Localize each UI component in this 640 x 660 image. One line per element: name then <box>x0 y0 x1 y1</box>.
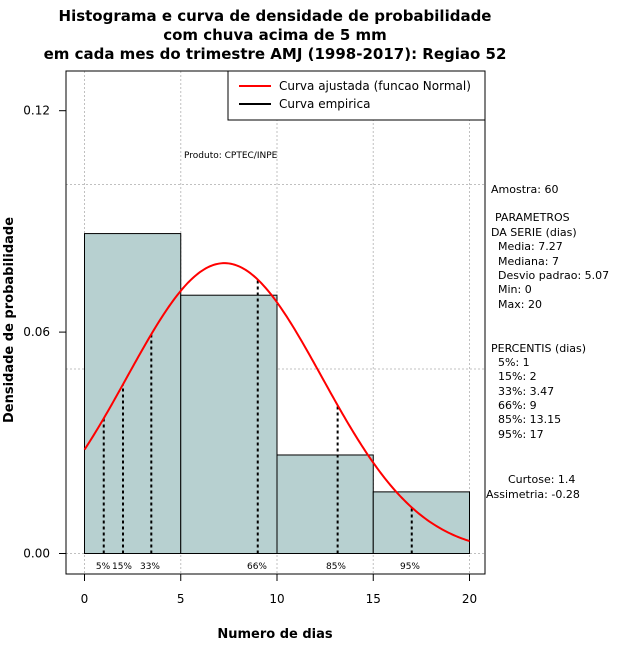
percentile-label-3: 66% <box>247 562 267 572</box>
chart-title-line-3: em cada mes do trimestre AMJ (1998-2017)… <box>44 45 507 63</box>
percentile-label-4: 85% <box>326 562 346 572</box>
chart-title-line-1: Histograma e curva de densidade de proba… <box>59 7 492 25</box>
histogram-bar-2 <box>276 454 374 554</box>
product-label: Produto: CPTEC/INPE <box>184 151 278 161</box>
sample-size: Amostra: 60 <box>491 183 558 196</box>
x-tick-label-4: 20 <box>462 592 477 606</box>
percentil-95: 95%: 17 <box>498 428 544 441</box>
assimetria: Assimetria: -0.28 <box>486 488 580 501</box>
percentil-33: 33%: 3.47 <box>498 385 554 398</box>
percentil-85: 85%: 13.15 <box>498 413 561 426</box>
percentil-5: 5%: 1 <box>498 356 530 369</box>
params-title-1: PARAMETROS <box>495 211 570 224</box>
legend-label-fit: Curva ajustada (funcao Normal) <box>279 79 471 93</box>
percentil-15: 15%: 2 <box>498 370 537 383</box>
y-axis-title: Densidade de probabilidade <box>2 217 17 423</box>
param-mediana: Mediana: 7 <box>498 255 559 268</box>
percentile-label-5: 95% <box>400 562 420 572</box>
params-title-2: DA SERIE (dias) <box>491 226 577 239</box>
axes: 0 5 10 15 20 0.00 0.06 0.12 <box>23 104 477 606</box>
legend-box <box>227 70 486 121</box>
legend: Curva ajustada (funcao Normal) Curva emp… <box>227 70 486 121</box>
histogram-bar-3 <box>372 491 470 555</box>
y-tick-label-1: 0.06 <box>23 325 50 339</box>
histogram-bar-1 <box>180 294 278 554</box>
param-min: Min: 0 <box>498 283 532 296</box>
y-tick-label-0: 0.00 <box>23 547 50 561</box>
percentis-title: PERCENTIS (dias) <box>491 342 586 355</box>
histogram-bar-0 <box>84 233 182 554</box>
x-tick-label-0: 0 <box>81 592 89 606</box>
curtose: Curtose: 1.4 <box>508 473 575 486</box>
legend-label-empirical: Curva empirica <box>279 97 370 111</box>
percentile-lines: 5% 15% 33% 66% 85% 95% <box>96 279 420 572</box>
side-panel: Amostra: 60 PARAMETROS DA SERIE (dias) M… <box>486 183 609 501</box>
chart-title-line-2: com chuva acima de 5 mm <box>163 26 387 44</box>
y-tick-label-2: 0.12 <box>23 104 50 118</box>
param-max: Max: 20 <box>498 298 542 311</box>
percentile-label-1: 15% <box>112 562 132 572</box>
x-axis-title: Numero de dias <box>217 627 333 642</box>
x-tick-label-1: 5 <box>177 592 185 606</box>
percentil-66: 66%: 9 <box>498 399 537 412</box>
percentile-label-0: 5% <box>96 562 111 572</box>
histogram-bars <box>84 233 470 555</box>
param-desvio: Desvio padrao: 5.07 <box>498 269 609 282</box>
x-tick-label-3: 15 <box>366 592 381 606</box>
normal-fit-curve <box>83 262 470 543</box>
percentile-label-2: 33% <box>140 562 160 572</box>
x-tick-label-2: 10 <box>269 592 284 606</box>
param-media: Media: 7.27 <box>498 240 563 253</box>
